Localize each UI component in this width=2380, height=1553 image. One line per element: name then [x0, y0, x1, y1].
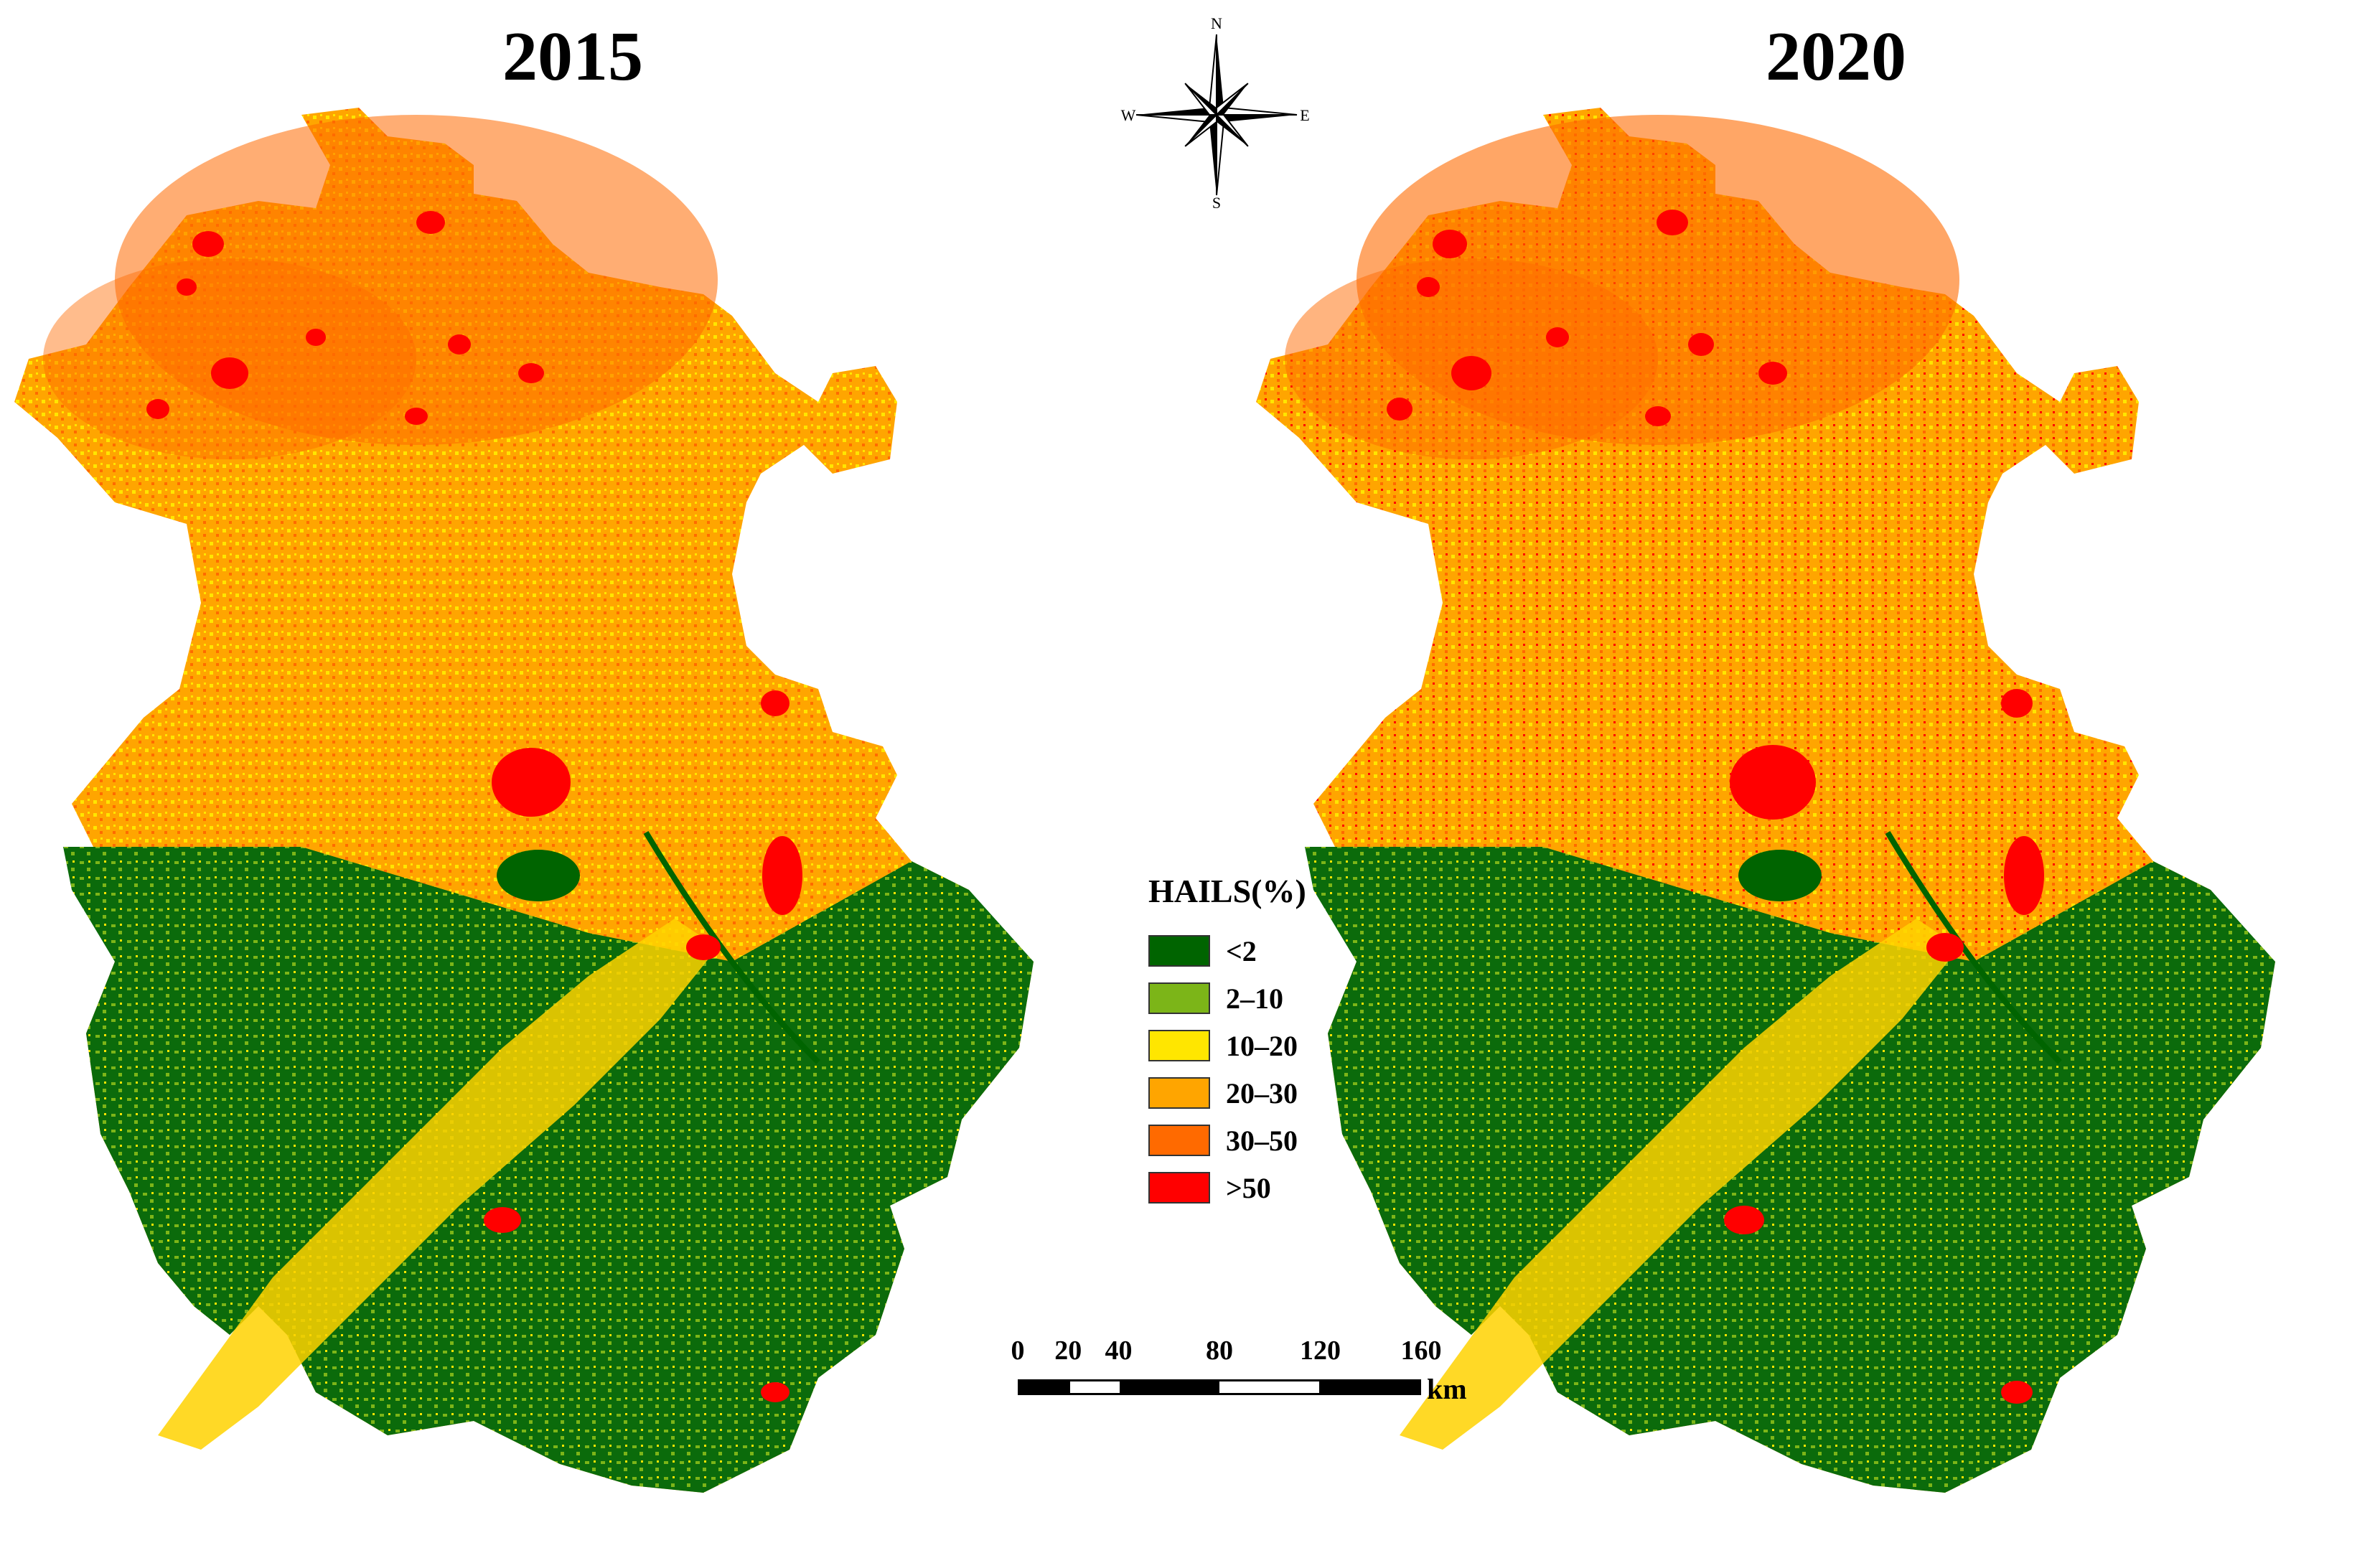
scale-bar-segment: [1319, 1381, 1419, 1393]
legend-label: >50: [1226, 1171, 1271, 1204]
legend-swatch: [1148, 1125, 1210, 1156]
compass-south-label: S: [1212, 194, 1221, 208]
legend-item: >50: [1148, 1164, 1364, 1211]
legend-item: 30–50: [1148, 1117, 1364, 1164]
legend-label: <2: [1226, 934, 1257, 967]
legend-swatch: [1148, 1030, 1210, 1061]
legend-label: 2–10: [1226, 982, 1283, 1015]
legend-item: 10–20: [1148, 1022, 1364, 1069]
compass-west-label: W: [1121, 106, 1136, 124]
legend-label: 10–20: [1226, 1029, 1298, 1062]
map-2015-graphic: [14, 108, 1034, 1493]
scale-tick-label: 0: [1011, 1336, 1025, 1366]
scale-tick-label: 120: [1300, 1336, 1341, 1366]
map-title-2020: 2020: [1766, 18, 1906, 95]
legend-swatch: [1148, 935, 1210, 967]
map-2020-graphic: [1256, 108, 2275, 1493]
scale-bar-segment: [1069, 1381, 1120, 1393]
legend-item: 2–10: [1148, 975, 1364, 1022]
scale-unit: km: [1427, 1373, 1467, 1405]
legend-label: 20–30: [1226, 1076, 1298, 1109]
scale-bar-segment: [1120, 1381, 1219, 1393]
map-title-2015: 2015: [502, 18, 643, 95]
legend-item: 20–30: [1148, 1069, 1364, 1117]
scale-tick-label: 20: [1054, 1336, 1082, 1366]
legend: HAILS(%) <2 2–10 10–20 20–30 30–50 >50: [1148, 872, 1364, 1211]
legend-item: <2: [1148, 927, 1364, 975]
scale-tick-label: 80: [1206, 1336, 1233, 1366]
legend-swatch: [1148, 1172, 1210, 1204]
compass-north-label: N: [1211, 14, 1222, 32]
scale-bar-segment: [1020, 1381, 1070, 1393]
map-2015: [14, 100, 1055, 1529]
legend-label: 30–50: [1226, 1124, 1298, 1157]
compass-east-label: E: [1300, 106, 1309, 124]
legend-swatch: [1148, 982, 1210, 1014]
map-2020: [1256, 100, 2297, 1529]
scale-bar-track: [1018, 1379, 1421, 1395]
legend-title: HAILS(%): [1148, 873, 1306, 909]
scale-bar: 0 20 40 80 120 160 km: [1005, 1335, 1479, 1414]
legend-swatch: [1148, 1077, 1210, 1109]
scale-tick-label: 40: [1105, 1336, 1133, 1366]
scale-bar-segment: [1219, 1381, 1319, 1393]
compass-rose-icon: N S E W: [1120, 14, 1313, 212]
scale-tick-label: 160: [1400, 1336, 1442, 1366]
